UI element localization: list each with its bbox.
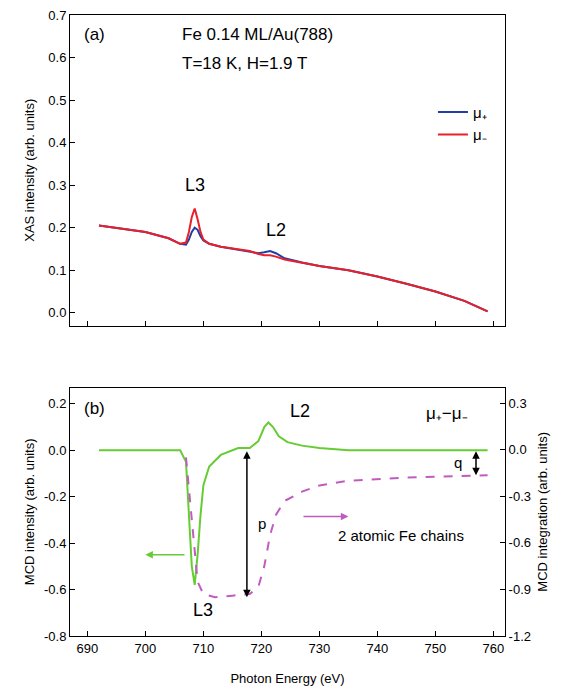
svg-text:0.5: 0.5 (48, 93, 66, 108)
svg-text:XAS intensity (arb. units): XAS intensity (arb. units) (22, 99, 37, 242)
svg-text:0.6: 0.6 (48, 50, 66, 65)
svg-text:μ₊−μ₋: μ₊−μ₋ (426, 404, 468, 423)
svg-text:-0.3: -0.3 (509, 489, 531, 504)
svg-text:T=18 K, H=1.9 T: T=18 K, H=1.9 T (182, 54, 307, 73)
svg-text:-0.8: -0.8 (44, 629, 66, 644)
svg-text:0.1: 0.1 (48, 263, 66, 278)
svg-text:Photon Energy (eV): Photon Energy (eV) (230, 671, 344, 686)
svg-text:-0.9: -0.9 (509, 582, 531, 597)
svg-text:-0.4: -0.4 (44, 536, 66, 551)
svg-text:L3: L3 (193, 600, 213, 620)
svg-text:0.0: 0.0 (48, 305, 66, 320)
svg-text:0.0: 0.0 (509, 442, 527, 457)
svg-text:700: 700 (135, 641, 157, 656)
svg-text:750: 750 (425, 641, 447, 656)
svg-text:p: p (258, 515, 266, 532)
svg-text:L2: L2 (290, 401, 310, 421)
svg-text:0.2: 0.2 (48, 220, 66, 235)
svg-text:710: 710 (193, 641, 215, 656)
svg-text:690: 690 (77, 641, 99, 656)
svg-text:0.3: 0.3 (48, 178, 66, 193)
svg-text:L2: L2 (266, 220, 286, 240)
svg-text:0.4: 0.4 (48, 135, 66, 150)
svg-text:720: 720 (251, 641, 273, 656)
svg-text:L3: L3 (185, 175, 205, 195)
svg-text:740: 740 (367, 641, 389, 656)
svg-text:0.0: 0.0 (48, 443, 66, 458)
svg-text:-1.2: -1.2 (509, 629, 531, 644)
svg-text:0.3: 0.3 (509, 396, 527, 411)
svg-text:730: 730 (309, 641, 331, 656)
svg-text:-0.6: -0.6 (44, 582, 66, 597)
svg-text:MCD integration (arb. units): MCD integration (arb. units) (536, 432, 551, 592)
svg-text:0.2: 0.2 (48, 396, 66, 411)
svg-text:2 atomic Fe chains: 2 atomic Fe chains (338, 527, 464, 544)
svg-text:μ₊: μ₊ (473, 104, 487, 121)
svg-text:-0.6: -0.6 (509, 535, 531, 550)
svg-text:μ₋: μ₋ (473, 126, 487, 143)
svg-text:-0.2: -0.2 (44, 489, 66, 504)
svg-text:(b): (b) (84, 399, 105, 418)
svg-text:760: 760 (483, 641, 505, 656)
svg-text:q: q (454, 454, 462, 471)
svg-text:(a): (a) (84, 25, 105, 44)
svg-text:MCD intensity (arb. units): MCD intensity (arb. units) (22, 438, 37, 585)
svg-text:Fe 0.14 ML/Au(788): Fe 0.14 ML/Au(788) (182, 25, 333, 44)
svg-text:0.7: 0.7 (48, 8, 66, 23)
